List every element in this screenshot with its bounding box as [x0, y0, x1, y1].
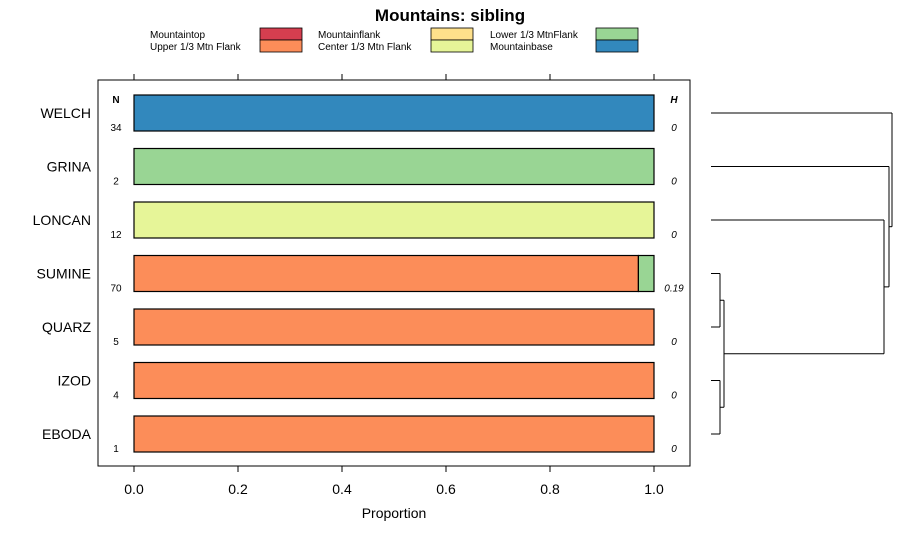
n-value: 12: [110, 230, 122, 241]
h-value: 0: [671, 177, 677, 188]
dendrogram: [711, 112, 893, 435]
legend-swatch: [259, 27, 303, 41]
plot-frame: [97, 79, 691, 467]
x-tick-label: 0.0: [124, 481, 144, 497]
legend-label: Lower 1/3 MtnFlank: [490, 30, 579, 41]
legend-label: Center 1/3 Mtn Flank: [318, 42, 412, 53]
h-value: 0: [671, 230, 677, 241]
x-tick-label: 0.8: [540, 481, 560, 497]
bar-rows: WELCH 34 0 GRINA 2 0 LONCAN 12 0 SUMINE 70 0.19 QUAR…: [33, 94, 684, 455]
x-tick-label: 0.4: [332, 481, 352, 497]
h-value: 0: [671, 123, 677, 134]
n-value: 34: [110, 123, 122, 134]
legend-label: Mountainflank: [318, 30, 381, 41]
bar-segment: [133, 415, 655, 453]
x-axis: 0.0 0.2 0.4 0.6 0.8 1.0: [124, 74, 664, 497]
h-header: H: [670, 95, 678, 106]
bar-segment: [133, 94, 655, 132]
legend-label: Mountaintop: [150, 30, 205, 41]
legend-label: Upper 1/3 Mtn Flank: [150, 42, 242, 53]
x-tick-label: 1.0: [644, 481, 664, 497]
h-value: 0: [671, 444, 677, 455]
legend-swatch: [430, 39, 474, 53]
bar-segment: [133, 147, 655, 186]
bar-segment: [133, 254, 639, 293]
row-label: LONCAN: [33, 212, 91, 228]
legend-swatch: [259, 39, 303, 53]
h-value: 0.19: [664, 284, 684, 295]
n-value: 2: [113, 177, 119, 188]
x-tick-label: 0.2: [228, 481, 248, 497]
bar-segment: [133, 361, 655, 400]
n-value: 70: [110, 284, 122, 295]
bar-segment: [133, 201, 655, 239]
legend-label: Mountainbase: [490, 42, 553, 53]
x-axis-label: Proportion: [362, 505, 427, 521]
row-label: SUMINE: [37, 266, 91, 282]
row-label: EBODA: [42, 426, 92, 442]
legend-swatch: [595, 39, 639, 53]
n-header: N: [112, 95, 119, 106]
n-value: 1: [113, 444, 119, 455]
h-value: 0: [671, 337, 677, 348]
row-label: GRINA: [47, 159, 92, 175]
bar-segment: [637, 254, 655, 293]
h-value: 0: [671, 391, 677, 402]
row-label: IZOD: [58, 373, 91, 389]
row-label: WELCH: [40, 105, 91, 121]
x-tick-label: 0.6: [436, 481, 456, 497]
chart-title: Mountains: sibling: [375, 6, 525, 25]
n-value: 5: [113, 337, 119, 348]
legend-swatch: [430, 27, 474, 41]
bar-segment: [133, 308, 655, 346]
legend-swatch: [595, 27, 639, 41]
n-value: 4: [113, 391, 119, 402]
row-label: QUARZ: [42, 319, 91, 335]
